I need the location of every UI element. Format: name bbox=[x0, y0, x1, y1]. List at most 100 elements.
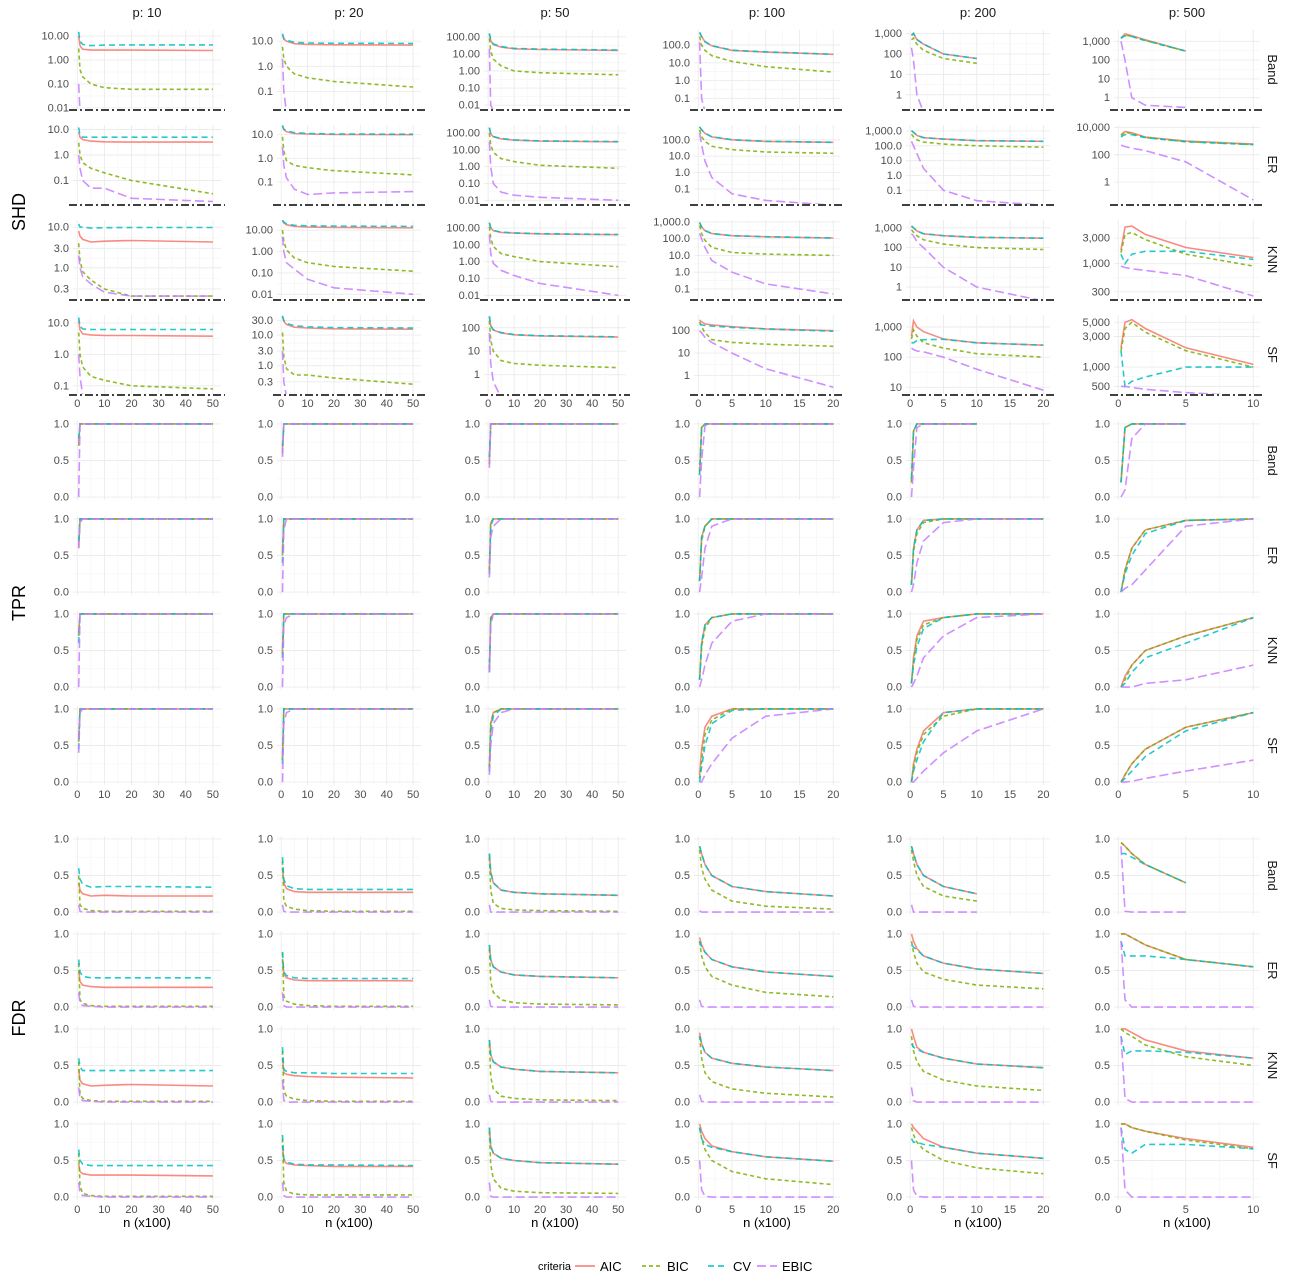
y-tick-label: 0.0 bbox=[675, 1192, 690, 1204]
y-tick-label: 1.0 bbox=[1095, 833, 1110, 845]
facet-panel: 0.1 1.0 10.0 100.0 1,000.0 bbox=[865, 125, 1054, 206]
x-tick-label: 30 bbox=[560, 398, 572, 410]
y-tick-label: 0.5 bbox=[54, 1060, 69, 1072]
series-line-aic bbox=[77, 613, 213, 633]
series-line-bic bbox=[77, 332, 213, 390]
series-line-ebic bbox=[488, 141, 619, 202]
series-line-cv bbox=[698, 845, 834, 897]
series-line-bic bbox=[910, 229, 1044, 251]
facet-panel: 0.1 1.0 10.0 bbox=[48, 124, 225, 206]
series-line-cv bbox=[281, 708, 414, 764]
series-line-cv bbox=[77, 317, 213, 331]
legend-title: criteria bbox=[538, 1261, 572, 1273]
x-axis-title: n (x100) bbox=[531, 1215, 579, 1230]
facet-panel: 0.1 1.0 10.0 100.0 bbox=[662, 125, 844, 206]
series-group bbox=[698, 937, 834, 1008]
x-tick-label: 20 bbox=[1037, 789, 1049, 801]
series-line-ebic bbox=[281, 1080, 414, 1103]
x-tick-label: 10 bbox=[301, 398, 313, 410]
series-line-ebic bbox=[488, 48, 494, 109]
series-line-aic bbox=[77, 423, 213, 443]
facet-panel: 0.0 0.5 1.0 bbox=[887, 833, 1050, 919]
facet-panel: 0.0 0.5 1.0 bbox=[465, 833, 626, 919]
y-tick-label: 0.5 bbox=[465, 1155, 480, 1167]
row-strip-label: Band bbox=[1265, 860, 1280, 890]
y-tick-label: 1 bbox=[684, 370, 690, 382]
facet-panel: 0.0 0.5 1.0 bbox=[465, 928, 626, 1014]
x-tick-label: 15 bbox=[1004, 1204, 1016, 1216]
y-tick-label: 0.5 bbox=[1095, 870, 1110, 882]
series-line-ebic bbox=[698, 41, 706, 109]
x-tick-label: 50 bbox=[407, 1204, 419, 1216]
series-line-ebic bbox=[1121, 664, 1254, 688]
x-tick-label: 0 bbox=[485, 1204, 491, 1216]
x-tick-label: 10 bbox=[760, 1204, 772, 1216]
x-tick-label: 40 bbox=[180, 398, 192, 410]
y-tick-label: 0.0 bbox=[887, 682, 902, 694]
facet-panel: 0.0 0.5 1.0 0 10 20 30 40 50 bbox=[465, 703, 626, 801]
series-line-ebic bbox=[77, 708, 213, 753]
series-line-ebic bbox=[77, 423, 213, 498]
series-line-aic bbox=[281, 1058, 414, 1079]
series-line-ebic bbox=[77, 992, 213, 1008]
series-group bbox=[77, 868, 213, 913]
facet-panel: 0.0 0.5 1.0 bbox=[675, 833, 840, 919]
row-strip-label: KNN bbox=[1265, 1052, 1280, 1079]
x-tick-label: 10 bbox=[1247, 789, 1259, 801]
series-line-ebic bbox=[281, 904, 414, 913]
y-tick-label: 0.10 bbox=[252, 267, 273, 279]
series-line-bic bbox=[910, 849, 977, 902]
facet-panel: 0.0 0.5 1.0 bbox=[54, 608, 221, 694]
series-line-aic bbox=[698, 518, 834, 582]
series-line-bic bbox=[698, 321, 834, 348]
y-tick-label: 0.0 bbox=[887, 1192, 902, 1204]
series-line-bic bbox=[77, 708, 213, 742]
x-tick-label: 40 bbox=[381, 1204, 393, 1216]
y-tick-label: 1.0 bbox=[465, 1023, 480, 1035]
series-group bbox=[488, 944, 619, 1008]
x-tick-label: 50 bbox=[207, 398, 219, 410]
series-line-bic bbox=[1120, 321, 1254, 368]
series-line-cv bbox=[488, 518, 619, 574]
y-tick-label: 0.5 bbox=[54, 645, 69, 657]
series-line-ebic bbox=[1121, 759, 1254, 783]
y-tick-label: 0.0 bbox=[465, 907, 480, 919]
x-tick-label: 10 bbox=[301, 789, 313, 801]
y-tick-label: 10 bbox=[1098, 73, 1110, 85]
series-line-bic bbox=[1120, 518, 1254, 593]
y-tick-label: 1.0 bbox=[465, 608, 480, 620]
y-tick-label: 0.10 bbox=[459, 178, 480, 190]
series-group bbox=[698, 222, 834, 295]
series-line-bic bbox=[488, 320, 619, 369]
y-tick-label: 1.0 bbox=[1095, 418, 1110, 430]
series-line-bic bbox=[281, 423, 414, 454]
facet-panel: 0.0 0.5 1.0 0 10 20 30 40 50 n (x100) bbox=[258, 1118, 421, 1230]
y-tick-label: 1.0 bbox=[54, 349, 69, 361]
y-tick-label: 100 bbox=[1092, 55, 1110, 67]
series-line-bic bbox=[910, 1036, 1044, 1092]
series-group bbox=[910, 518, 1044, 593]
series-line-cv bbox=[1121, 852, 1187, 884]
series-line-cv bbox=[698, 613, 834, 680]
y-tick-label: 0.5 bbox=[258, 870, 273, 882]
series-line-ebic bbox=[281, 236, 414, 296]
x-tick-label: 0 bbox=[907, 789, 913, 801]
x-tick-label: 50 bbox=[407, 789, 419, 801]
y-tick-label: 100.0 bbox=[662, 40, 690, 52]
x-axis-title: n (x100) bbox=[1163, 1215, 1211, 1230]
y-tick-label: 10.0 bbox=[48, 124, 69, 136]
series-line-bic bbox=[488, 1043, 619, 1102]
series-line-ebic bbox=[488, 423, 619, 468]
series-line-aic bbox=[77, 230, 213, 243]
series-group bbox=[910, 31, 977, 109]
series-line-cv bbox=[698, 126, 834, 144]
x-axis-title: n (x100) bbox=[954, 1215, 1002, 1230]
facet-panel: 0.01 0.10 1.00 10.00 100.00 bbox=[446, 125, 630, 207]
series-line-cv bbox=[281, 952, 414, 980]
y-tick-label: 0.10 bbox=[459, 83, 480, 95]
series-line-ebic bbox=[910, 1087, 1044, 1103]
y-tick-label: 0.0 bbox=[54, 777, 69, 789]
y-tick-label: 1.0 bbox=[258, 513, 273, 525]
series-group bbox=[281, 613, 414, 688]
x-tick-label: 5 bbox=[940, 1204, 946, 1216]
